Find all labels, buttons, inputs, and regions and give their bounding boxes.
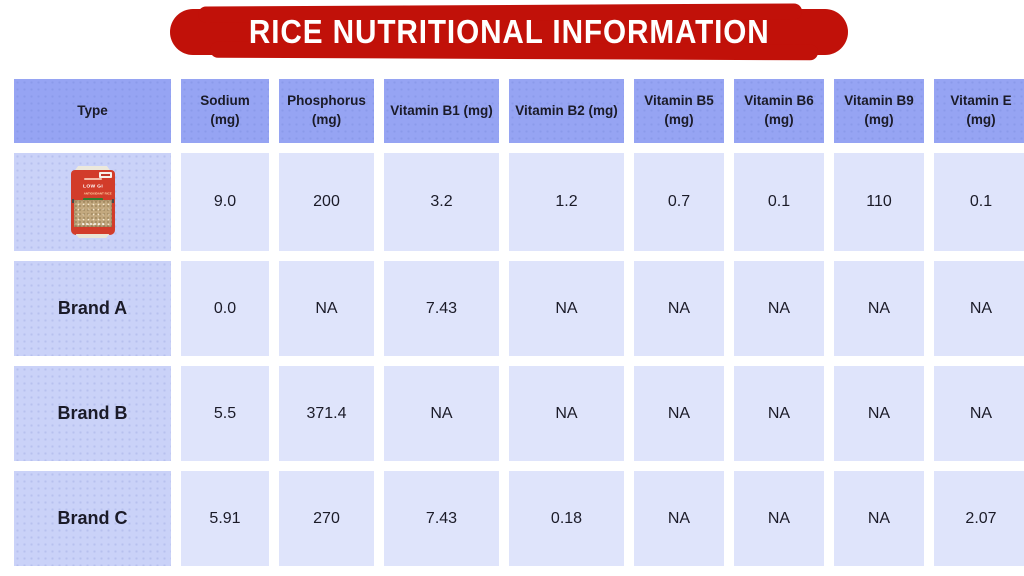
column-header: Vitamin B2 (mg)	[509, 79, 624, 143]
column-header: Vitamin B9 (mg)	[834, 79, 924, 143]
value-cell: 5.91	[181, 471, 269, 566]
bag-brand-line	[83, 178, 102, 180]
value-cell: NA	[834, 366, 924, 461]
value-cell: NA	[734, 366, 824, 461]
bag-rice-window	[73, 200, 112, 227]
value-cell: NA	[834, 261, 924, 356]
column-header: Vitamin B1 (mg)	[384, 79, 499, 143]
bag-side-tab	[111, 199, 114, 203]
value-cell: 2.07	[934, 471, 1024, 566]
value-cell: 110	[834, 153, 924, 251]
value-cell: 0.1	[934, 153, 1024, 251]
bag-body: LOW GI ANTIOXIDANT RICE	[70, 170, 115, 235]
value-cell: 5.5	[181, 366, 269, 461]
bag-main-label: LOW GI	[82, 183, 103, 189]
value-cell: NA	[934, 261, 1024, 356]
bag-sub-label: ANTIOXIDANT RICE	[83, 192, 112, 195]
value-cell: 0.1	[734, 153, 824, 251]
value-cell: NA	[934, 366, 1024, 461]
value-cell: NA	[634, 366, 724, 461]
row-type-cell: Brand C	[14, 471, 171, 566]
value-cell: 0.0	[181, 261, 269, 356]
value-cell: NA	[384, 366, 499, 461]
value-cell: 7.43	[384, 261, 499, 356]
page-title: RICE NUTRITIONAL INFORMATION	[248, 13, 770, 50]
bag-bottom-crimp	[75, 234, 110, 238]
bag-top-crimp	[74, 166, 111, 171]
row-type-cell: Brand A	[14, 261, 171, 356]
nutrition-table: Type Sodium (mg) Phosphorus (mg) Vitamin B1…	[14, 79, 1024, 566]
value-cell: 3.2	[384, 153, 499, 251]
rice-bag-product-photo: LOW GI ANTIOXIDANT RICE	[70, 166, 116, 238]
row-type-cell: LOW GI ANTIOXIDANT RICE	[14, 153, 171, 251]
bag-bottom-text	[71, 209, 115, 230]
value-cell: NA	[734, 261, 824, 356]
value-cell: 200	[279, 153, 374, 251]
value-cell: 270	[279, 471, 374, 566]
bag-corner-label	[98, 172, 112, 178]
column-header: Vitamin B6 (mg)	[734, 79, 824, 143]
value-cell: 371.4	[279, 366, 374, 461]
value-cell: NA	[634, 261, 724, 356]
value-cell: 9.0	[181, 153, 269, 251]
value-cell: 0.18	[509, 471, 624, 566]
column-header: Vitamin E (mg)	[934, 79, 1024, 143]
bag-front-text: LOW GI ANTIOXIDANT RICE	[71, 178, 115, 202]
bag-side-tab	[71, 199, 74, 203]
column-header: Vitamin B5 (mg)	[634, 79, 724, 143]
value-cell: 1.2	[509, 153, 624, 251]
value-cell: NA	[509, 261, 624, 356]
value-cell: NA	[634, 471, 724, 566]
value-cell: NA	[834, 471, 924, 566]
value-cell: NA	[509, 366, 624, 461]
column-header: Sodium (mg)	[181, 79, 269, 143]
column-header-type: Type	[14, 79, 171, 143]
value-cell: 0.7	[634, 153, 724, 251]
row-type-cell: Brand B	[14, 366, 171, 461]
value-cell: 7.43	[384, 471, 499, 566]
value-cell: NA	[734, 471, 824, 566]
value-cell: NA	[279, 261, 374, 356]
title-banner: RICE NUTRITIONAL INFORMATION	[170, 9, 848, 55]
column-header: Phosphorus (mg)	[279, 79, 374, 143]
